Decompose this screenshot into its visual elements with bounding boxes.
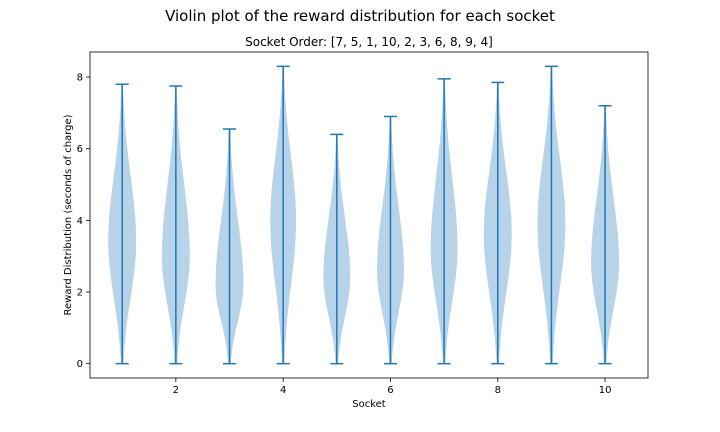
- y-tick-label: 6: [77, 144, 83, 155]
- y-tick-label: 4: [77, 216, 83, 227]
- violin-socket-10: [591, 104, 619, 365]
- violins-layer: [108, 65, 619, 365]
- x-tick-label: 4: [280, 385, 286, 396]
- violin-socket-5: [323, 133, 351, 365]
- x-tick-label: 8: [495, 385, 501, 396]
- violin-socket-4: [270, 65, 296, 365]
- x-tick-label: 10: [599, 385, 612, 396]
- violin-socket-2: [161, 85, 190, 365]
- violin-socket-8: [483, 81, 512, 365]
- x-tick-label: 6: [387, 385, 393, 396]
- violin-socket-1: [108, 83, 137, 365]
- y-tick-label: 2: [77, 288, 83, 299]
- violin-socket-7: [430, 78, 458, 365]
- y-axis-ticks: 0 2 4 6 8: [77, 73, 90, 370]
- violin-socket-9: [537, 65, 566, 365]
- violin-socket-3: [215, 128, 244, 365]
- x-axis-label: Socket: [352, 399, 386, 410]
- violin-socket-6: [377, 115, 404, 365]
- chart-suptitle: Violin plot of the reward distribution f…: [165, 7, 555, 25]
- x-tick-label: 2: [173, 385, 179, 396]
- y-axis-label: Reward Distribution (seconds of charge): [63, 114, 74, 315]
- x-axis-ticks: 2 4 6 8 10: [173, 378, 612, 396]
- chart-title: Socket Order: [7, 5, 1, 10, 2, 3, 6, 8, …: [245, 35, 493, 49]
- plot-frame: [89, 51, 649, 379]
- y-tick-label: 8: [77, 73, 83, 84]
- y-tick-label: 0: [77, 359, 83, 370]
